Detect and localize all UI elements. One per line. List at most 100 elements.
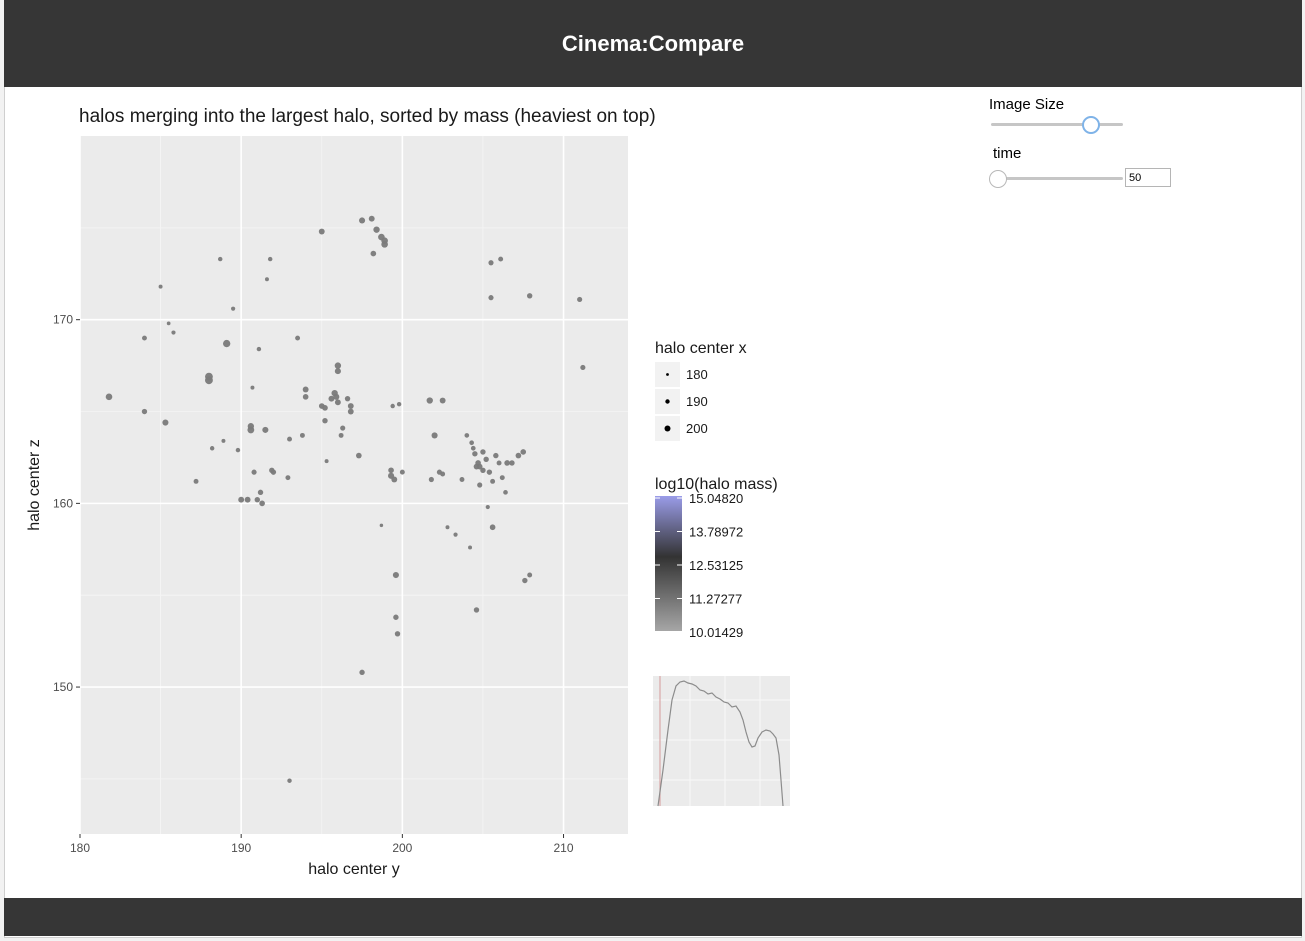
chart-title: halos merging into the largest halo, sor… [79,106,656,127]
data-point [299,432,305,438]
data-point [328,395,335,402]
data-point [344,395,351,402]
data-point [209,446,215,451]
data-point [469,440,474,446]
data-point [480,467,486,474]
data-point [370,250,377,257]
time-slider-track[interactable] [991,177,1123,180]
data-point [285,475,291,481]
data-point [396,401,402,407]
color-legend-title: log10(halo mass) [655,476,778,493]
x-tick-label: 190 [231,841,251,855]
data-point [368,215,375,222]
size-legend-dot [664,425,671,432]
data-point [381,241,388,248]
data-point [250,385,255,390]
data-point [270,469,277,475]
y-axis-label: halo center z [26,439,43,531]
data-point [477,482,483,488]
color-legend-labels: 15.04820 13.78972 12.53125 11.27277 10.01429 [655,491,743,640]
image-size-slider-track[interactable] [991,123,1123,126]
data-point [520,449,527,455]
time-slider-thumb[interactable] [988,170,1007,188]
data-point [390,403,395,409]
data-point [334,368,341,375]
data-point [464,433,470,438]
data-point [244,496,251,503]
data-point [359,669,365,676]
data-point [205,376,213,385]
y-axis: 150 160 170 [53,313,80,694]
x-tick-label: 210 [554,841,574,855]
data-point [459,477,465,482]
data-point [223,339,231,348]
time-value-input[interactable] [1125,168,1171,187]
data-point [247,423,255,430]
data-point [488,295,494,301]
data-point [295,335,301,341]
data-point [302,394,309,400]
data-point [493,452,499,459]
data-point [470,445,476,451]
app-title: Cinema:Compare [561,30,745,56]
plot-grid [79,136,628,834]
data-point [356,452,362,459]
data-point [358,217,366,224]
size-legend: 180 190 200 [655,362,708,441]
data-point [334,362,342,369]
y-tick-label: 150 [53,680,73,694]
data-point [428,476,434,483]
y-tick-label: 160 [53,496,73,510]
data-point [302,386,309,393]
data-point [287,778,292,783]
data-point [238,496,245,503]
color-legend-label: 15.04820 [689,491,743,506]
color-legend-bar [655,496,682,631]
color-legend-label: 13.78972 [689,525,743,540]
data-point [504,460,510,466]
data-point [322,405,328,411]
data-point [526,293,533,299]
data-point [490,478,496,484]
data-point [527,572,533,578]
color-legend-label: 11.27277 [689,592,742,607]
data-point [171,330,176,335]
data-point [426,397,433,404]
data-point [259,500,265,507]
data-point [373,226,380,233]
data-point [485,504,490,510]
data-point [347,403,354,409]
size-legend-label: 200 [686,421,708,436]
data-point [399,469,405,475]
data-point [577,296,583,303]
data-point [509,460,515,466]
data-point [141,408,148,415]
data-point [251,469,257,475]
timeline-thumbnail[interactable] [653,676,790,806]
data-point [515,452,522,459]
data-point [488,260,494,266]
data-point [379,523,384,528]
data-point [324,459,329,464]
data-point [218,256,223,262]
data-point [340,425,346,431]
x-axis: 180 190 200 210 [70,834,574,855]
data-point [221,438,226,443]
data-point [439,397,446,404]
data-point [388,467,394,474]
data-point [496,460,502,466]
image-size-slider-thumb[interactable] [1082,116,1101,134]
data-point [480,449,486,455]
data-point [264,277,269,282]
data-point [393,614,399,620]
data-point [347,408,354,415]
data-point [262,426,269,433]
data-point [267,256,273,262]
data-point [231,306,236,311]
data-point [392,571,399,579]
data-point [338,432,344,438]
data-point [431,432,438,439]
data-points [105,215,586,783]
data-point [580,364,586,371]
